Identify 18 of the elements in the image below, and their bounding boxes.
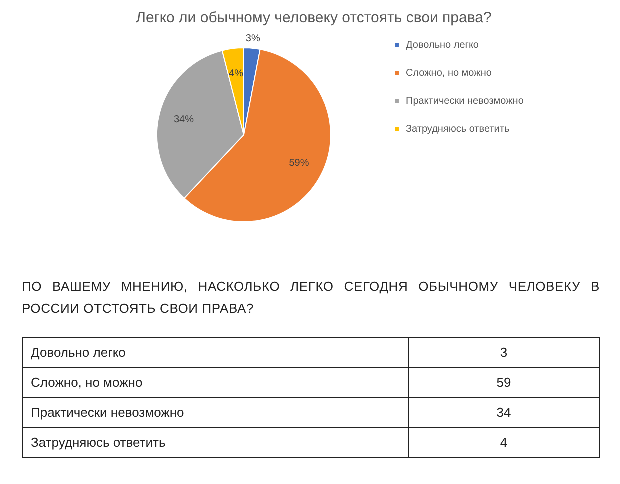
category-label: Довольно легко [31,345,126,360]
data-label: 34% [174,114,194,126]
text: 34 [408,398,600,428]
legend-label: Сложно, но можно [406,68,492,79]
text: 4 [408,428,600,458]
data-label: 3% [246,33,260,44]
text: ПО ВАШЕМУ МНЕНИЮ, НАСКОЛЬКО ЛЕГКО СЕГОДНЯ ОБЫЧНОМУ ЧЕЛОВЕКУ В РОССИИ ОТСТОЯТЬ СВОИ ПРАВА? [22,278,600,318]
text: 3 [408,338,600,368]
legend-label: Практически невозможно [406,96,524,107]
legend-label: Довольно легко [406,40,480,51]
chart-title: Легко ли обычному человеку отстоять свои права? [136,9,492,26]
data-label: 59% [289,158,310,170]
category-label: Практически невозможно [31,405,184,420]
data-label: 4% [229,68,244,80]
category-label: Затрудняюсь ответить [31,435,166,450]
legend-label: Затрудняюсь ответить [406,124,510,135]
text: 59 [408,368,600,398]
category-label: Сложно, но можно [31,375,143,390]
